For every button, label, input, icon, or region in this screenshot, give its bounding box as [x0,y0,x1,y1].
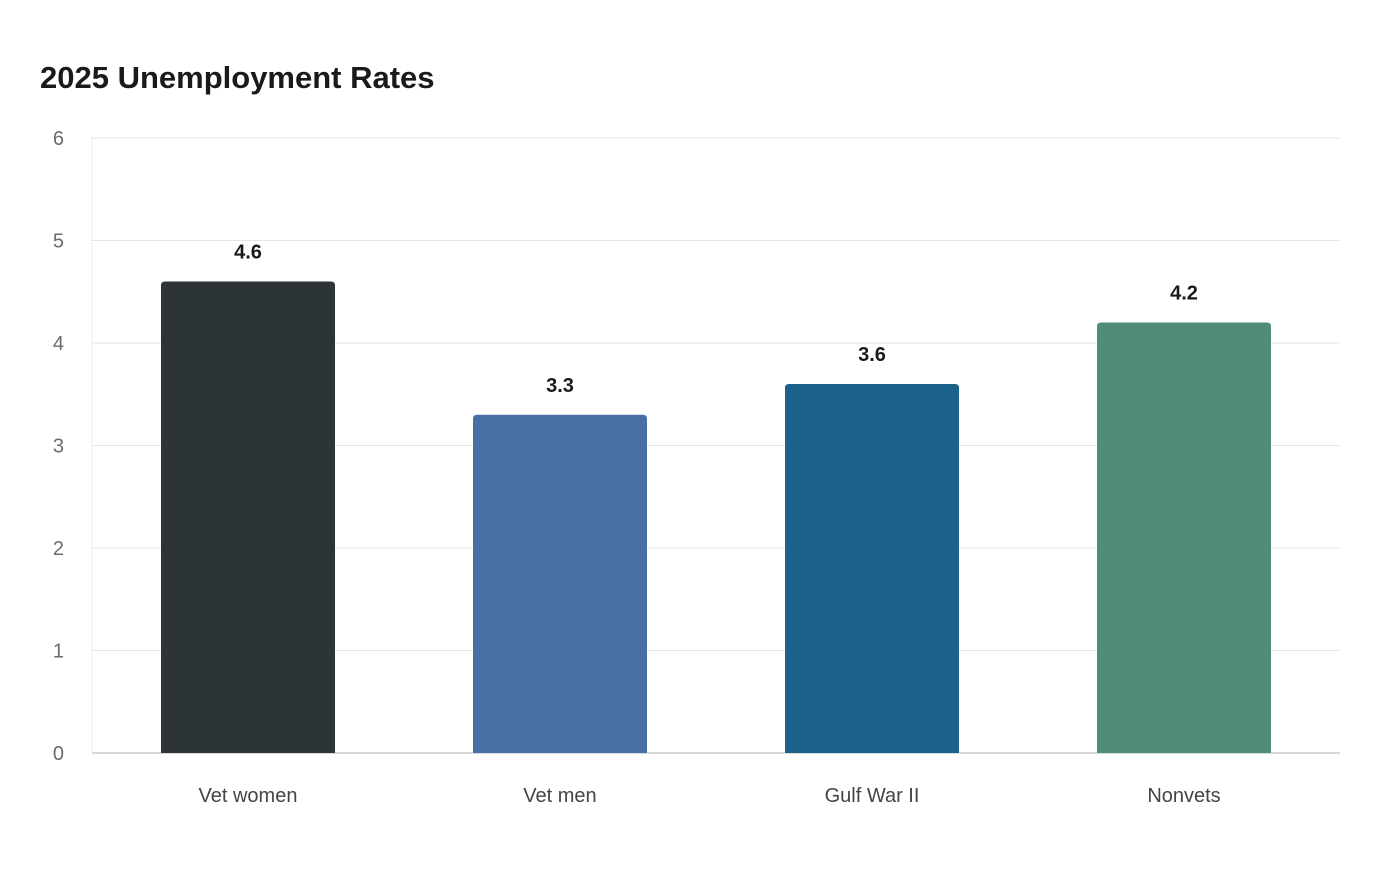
x-category-label: Gulf War II [825,785,920,807]
data-label: 3.3 [546,375,574,397]
x-category-label: Nonvets [1147,785,1220,807]
labels: 0 1 2 3 4 5 6 4.6 Vet women 3.3 Vet men 3.6 Gulf War… [53,128,1221,807]
data-label: 4.6 [234,242,262,264]
data-label: 3.6 [858,344,886,366]
y-tick-label: 0 [53,743,64,765]
chart-title: 2025 Unemployment Rates [40,60,435,95]
y-tick-label: 5 [53,231,64,253]
bar-vet-women [161,281,335,753]
bar-nonvets [1097,322,1271,753]
y-tick-label: 6 [53,128,64,150]
x-category-label: Vet men [523,785,596,807]
bars [161,281,1271,753]
bar-vet-men [473,414,647,753]
data-label: 4.2 [1170,283,1198,305]
y-tick-label: 1 [53,641,64,663]
y-tick-label: 4 [53,333,64,355]
bar-gulf-war-ii [785,384,959,753]
y-tick-label: 2 [53,538,64,560]
y-tick-label: 3 [53,436,64,458]
x-category-label: Vet women [199,785,298,807]
